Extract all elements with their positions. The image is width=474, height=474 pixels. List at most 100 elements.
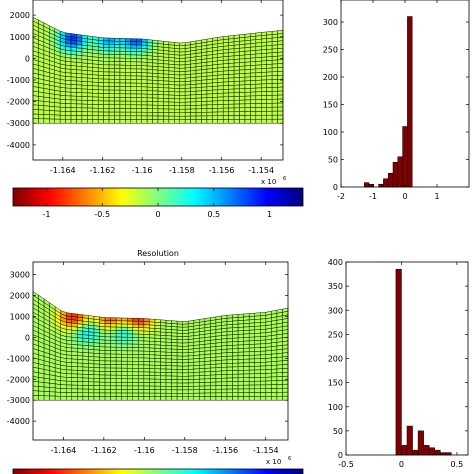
mesh-cell [176,375,183,380]
mesh-cell [38,96,45,102]
mesh-cell [176,355,183,360]
x-tick-label: -1.156 [212,446,238,455]
mesh-cell [77,381,84,386]
mesh-cell [271,44,278,50]
mesh-cell [115,317,122,322]
mesh-cell [66,369,73,375]
mesh-cell [260,358,267,363]
mesh-cell [110,326,117,331]
mesh-cell [163,105,170,110]
mesh-cell [163,101,170,106]
mesh-cell [179,105,186,110]
mesh-cell [99,342,106,348]
mesh-cell [76,62,83,67]
mesh-cell [157,63,164,68]
mesh-cell [174,112,180,117]
mesh-cell [221,385,228,390]
mesh-cell [110,343,117,348]
mesh-cell [125,100,132,106]
mesh-cell [92,100,99,105]
mesh-cell [206,93,213,98]
mesh-cell [76,80,83,86]
mesh-cell [121,340,128,345]
mesh-cell [71,344,78,349]
mesh-cell [206,89,213,95]
mesh-cell [261,99,267,104]
mesh-cell [125,119,132,124]
mesh-cell [143,344,150,349]
mesh-cell [201,97,208,102]
mesh-cell [77,348,84,353]
mesh-cell [215,363,222,368]
mesh-cell [233,96,240,101]
mesh-cell [110,374,117,379]
mesh-cell [127,333,134,338]
mesh-cell [210,392,217,397]
x-multiplier-exponent: 6 [283,176,286,182]
mesh-cell [179,64,186,69]
mesh-cell [179,71,186,76]
mesh-cell [87,92,94,98]
mesh-cell [115,385,122,390]
mesh-cell [143,385,150,390]
mesh-cell [282,371,289,377]
mesh-cell [244,50,251,56]
histogram-bar [434,449,441,456]
mesh-cell [195,97,202,103]
mesh-cell [176,382,183,387]
mesh-cell [43,96,50,103]
mesh-cell [276,380,283,385]
mesh-cell [261,95,267,100]
mesh-cell [254,336,261,341]
mesh-cell [77,392,84,397]
mesh-cell [138,347,145,352]
mesh-cell [226,355,233,361]
mesh-cell [54,383,61,389]
mesh-cell [168,80,175,86]
mesh-cell [115,353,122,358]
mesh-cell [43,101,50,107]
mesh-cell [217,85,224,91]
mesh-cell [171,365,178,370]
mesh-cell [179,57,186,62]
mesh-cell [254,380,261,386]
mesh-cell [108,37,115,42]
colorbar-tick-label: 0.5 [207,210,220,219]
mesh-cell [184,87,191,93]
colorbar-tick-label: -1 [42,210,50,219]
mesh-cell [199,371,206,376]
mesh-cell [168,77,175,82]
mesh-cell [132,337,139,342]
mesh-cell [190,112,197,117]
mesh-cell [132,340,139,345]
mesh-cell [168,115,175,120]
mesh-cell [212,93,219,98]
mesh-cell [226,345,233,350]
mesh-cell [222,81,229,87]
mesh-cell [174,98,180,103]
mesh-cell [125,44,132,49]
mesh-cell [43,391,50,397]
mesh-cell [193,371,200,377]
mesh-cell [271,67,278,73]
mesh-cell [255,53,262,59]
mesh-cell [212,115,219,120]
mesh-cell [138,382,145,387]
mesh-cell [168,74,175,79]
mesh-cell [266,52,273,58]
mesh-cell [114,100,121,105]
mesh-cell [82,348,89,354]
mesh-cell [141,86,148,91]
mesh-cell [70,72,77,78]
mesh-cell [174,94,180,100]
mesh-cell [239,62,246,67]
mesh-cell [168,98,175,103]
mesh-cell [88,396,95,401]
mesh-cell [110,389,117,394]
mesh-cell [228,103,235,109]
mesh-cell [255,115,262,120]
mesh-cell [125,68,132,73]
mesh-cell [248,347,255,352]
mesh-cell [250,84,257,89]
mesh-cell [114,104,121,109]
